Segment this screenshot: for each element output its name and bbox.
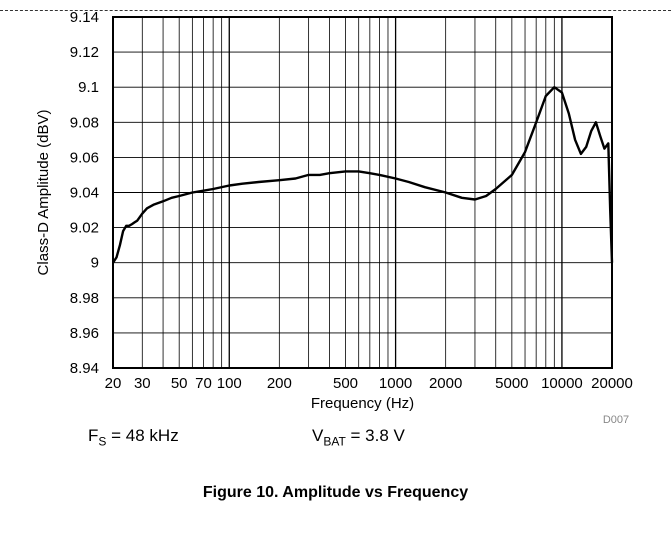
figure-id: D007	[603, 414, 629, 425]
battery-voltage-condition: VBAT = 3.8 V	[312, 426, 405, 448]
y-tick-label: 9.04	[70, 185, 99, 202]
x-tick-label: 10000	[541, 375, 583, 392]
y-tick-label: 9.02	[70, 220, 99, 237]
series-line	[111, 85, 614, 264]
fs-symbol: F	[88, 426, 99, 445]
y-tick-label: 9.14	[70, 9, 99, 26]
x-tick-labels: 20 30 50 70 100 200 500 1000 2000 5000 10000 20000	[105, 375, 633, 392]
y-tick-label: 9.1	[78, 79, 99, 96]
x-tick-label: 50	[171, 375, 188, 392]
sample-rate-condition: FS = 48 kHz	[88, 426, 179, 448]
x-tick-label: 500	[333, 375, 358, 392]
series-group	[111, 85, 614, 264]
y-tick-labels: 8.94 8.96 8.98 9 9.02 9.04 9.06 9.08 9.1 9.12 9.14	[70, 9, 99, 377]
y-axis-label: Class-D Amplitude (dBV)	[35, 110, 52, 276]
x-tick-label: 30	[134, 375, 151, 392]
top-rule	[0, 10, 671, 11]
x-tick-label: 2000	[429, 375, 462, 392]
fs-value: = 48 kHz	[106, 426, 179, 445]
vbat-value: = 3.8 V	[345, 426, 405, 445]
y-tick-label: 9.12	[70, 44, 99, 61]
x-tick-label: 5000	[495, 375, 528, 392]
y-tick-label: 9	[91, 255, 99, 272]
y-tick-label: 9.08	[70, 114, 99, 131]
plot-frame	[112, 16, 613, 369]
x-tick-label: 20	[105, 375, 122, 392]
y-tick-label: 9.06	[70, 149, 99, 166]
x-axis-label: Frequency (Hz)	[311, 395, 414, 412]
figure-caption: Figure 10. Amplitude vs Frequency	[202, 484, 469, 501]
x-tick-label: 70	[195, 375, 212, 392]
amplitude-chart: 20 30 50 70 100 200 500 1000 2000 5000 10000 20000 …	[35, 9, 633, 425]
y-tick-label: 8.94	[70, 360, 99, 377]
vbat-symbol: V	[312, 426, 324, 445]
x-tick-label: 200	[267, 375, 292, 392]
y-tick-label: 8.96	[70, 325, 99, 342]
x-tick-label: 100	[217, 375, 242, 392]
y-tick-label: 8.98	[70, 290, 99, 307]
x-tick-label: 1000	[379, 375, 412, 392]
x-tick-label: 20000	[591, 375, 633, 392]
vbat-subscript: BAT	[323, 434, 346, 449]
fs-subscript: S	[98, 434, 107, 449]
